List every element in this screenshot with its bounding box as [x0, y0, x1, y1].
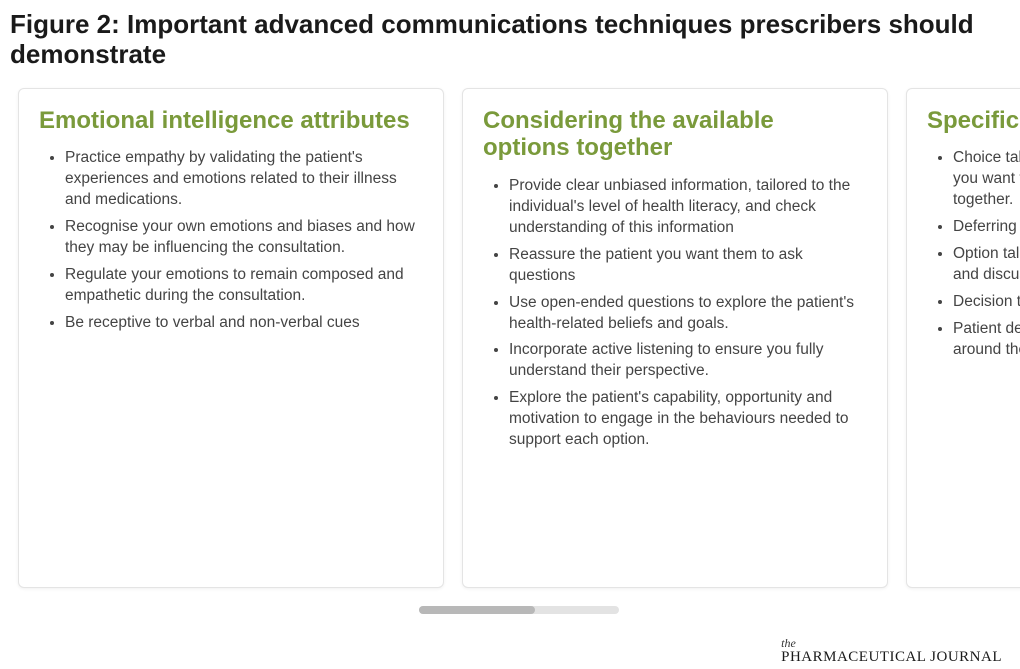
card-title: Considering the available options togeth… [483, 107, 867, 162]
list-item: Choice talk: explain that there is a cho… [953, 148, 1020, 211]
list-item: Recognise your own emotions and biases a… [65, 217, 423, 259]
list-item: Patient decision aids: structure the dis… [953, 319, 1020, 361]
card-considering-options: Considering the available options togeth… [462, 88, 888, 588]
logo-main: PHARMACEUTICAL JOURNAL [781, 649, 1002, 665]
cards-scroll-region[interactable]: Emotional intelligence attributes Practi… [0, 88, 1020, 614]
card-list: Provide clear unbiased information, tail… [483, 176, 867, 451]
logo-prefix: the [781, 637, 1002, 649]
figure-title: Figure 2: Important advanced communicati… [10, 10, 1010, 70]
list-item: Explore the patient's capability, opport… [509, 388, 867, 451]
card-specific-skills: Specific skills Choice talk: explain tha… [906, 88, 1020, 588]
list-item: Provide clear unbiased information, tail… [509, 176, 867, 239]
list-item: Reassure the patient you want them to as… [509, 245, 867, 287]
card-emotional-intelligence: Emotional intelligence attributes Practi… [18, 88, 444, 588]
list-item: Be receptive to verbal and non-verbal cu… [65, 313, 423, 334]
cards-row: Emotional intelligence attributes Practi… [18, 88, 1020, 588]
list-item: Decision talk: support the patient to ma… [953, 292, 1020, 313]
list-item: Regulate your emotions to remain compose… [65, 265, 423, 307]
card-list: Practice empathy by validating the patie… [39, 148, 423, 333]
horizontal-scroll-thumb[interactable] [419, 606, 535, 614]
list-item: Use open-ended questions to explore the … [509, 293, 867, 335]
card-title: Specific skills [927, 107, 1020, 135]
card-list: Choice talk: explain that there is a cho… [927, 148, 1020, 360]
horizontal-scroll-track[interactable] [419, 606, 619, 614]
publisher-logo: the PHARMACEUTICAL JOURNAL [781, 637, 1002, 665]
list-item: Option talk: explore the patient's preco… [953, 244, 1020, 286]
list-item: Deferring the decision [953, 217, 1020, 238]
list-item: Practice empathy by validating the patie… [65, 148, 423, 211]
list-item: Incorporate active listening to ensure y… [509, 340, 867, 382]
card-title: Emotional intelligence attributes [39, 107, 423, 135]
